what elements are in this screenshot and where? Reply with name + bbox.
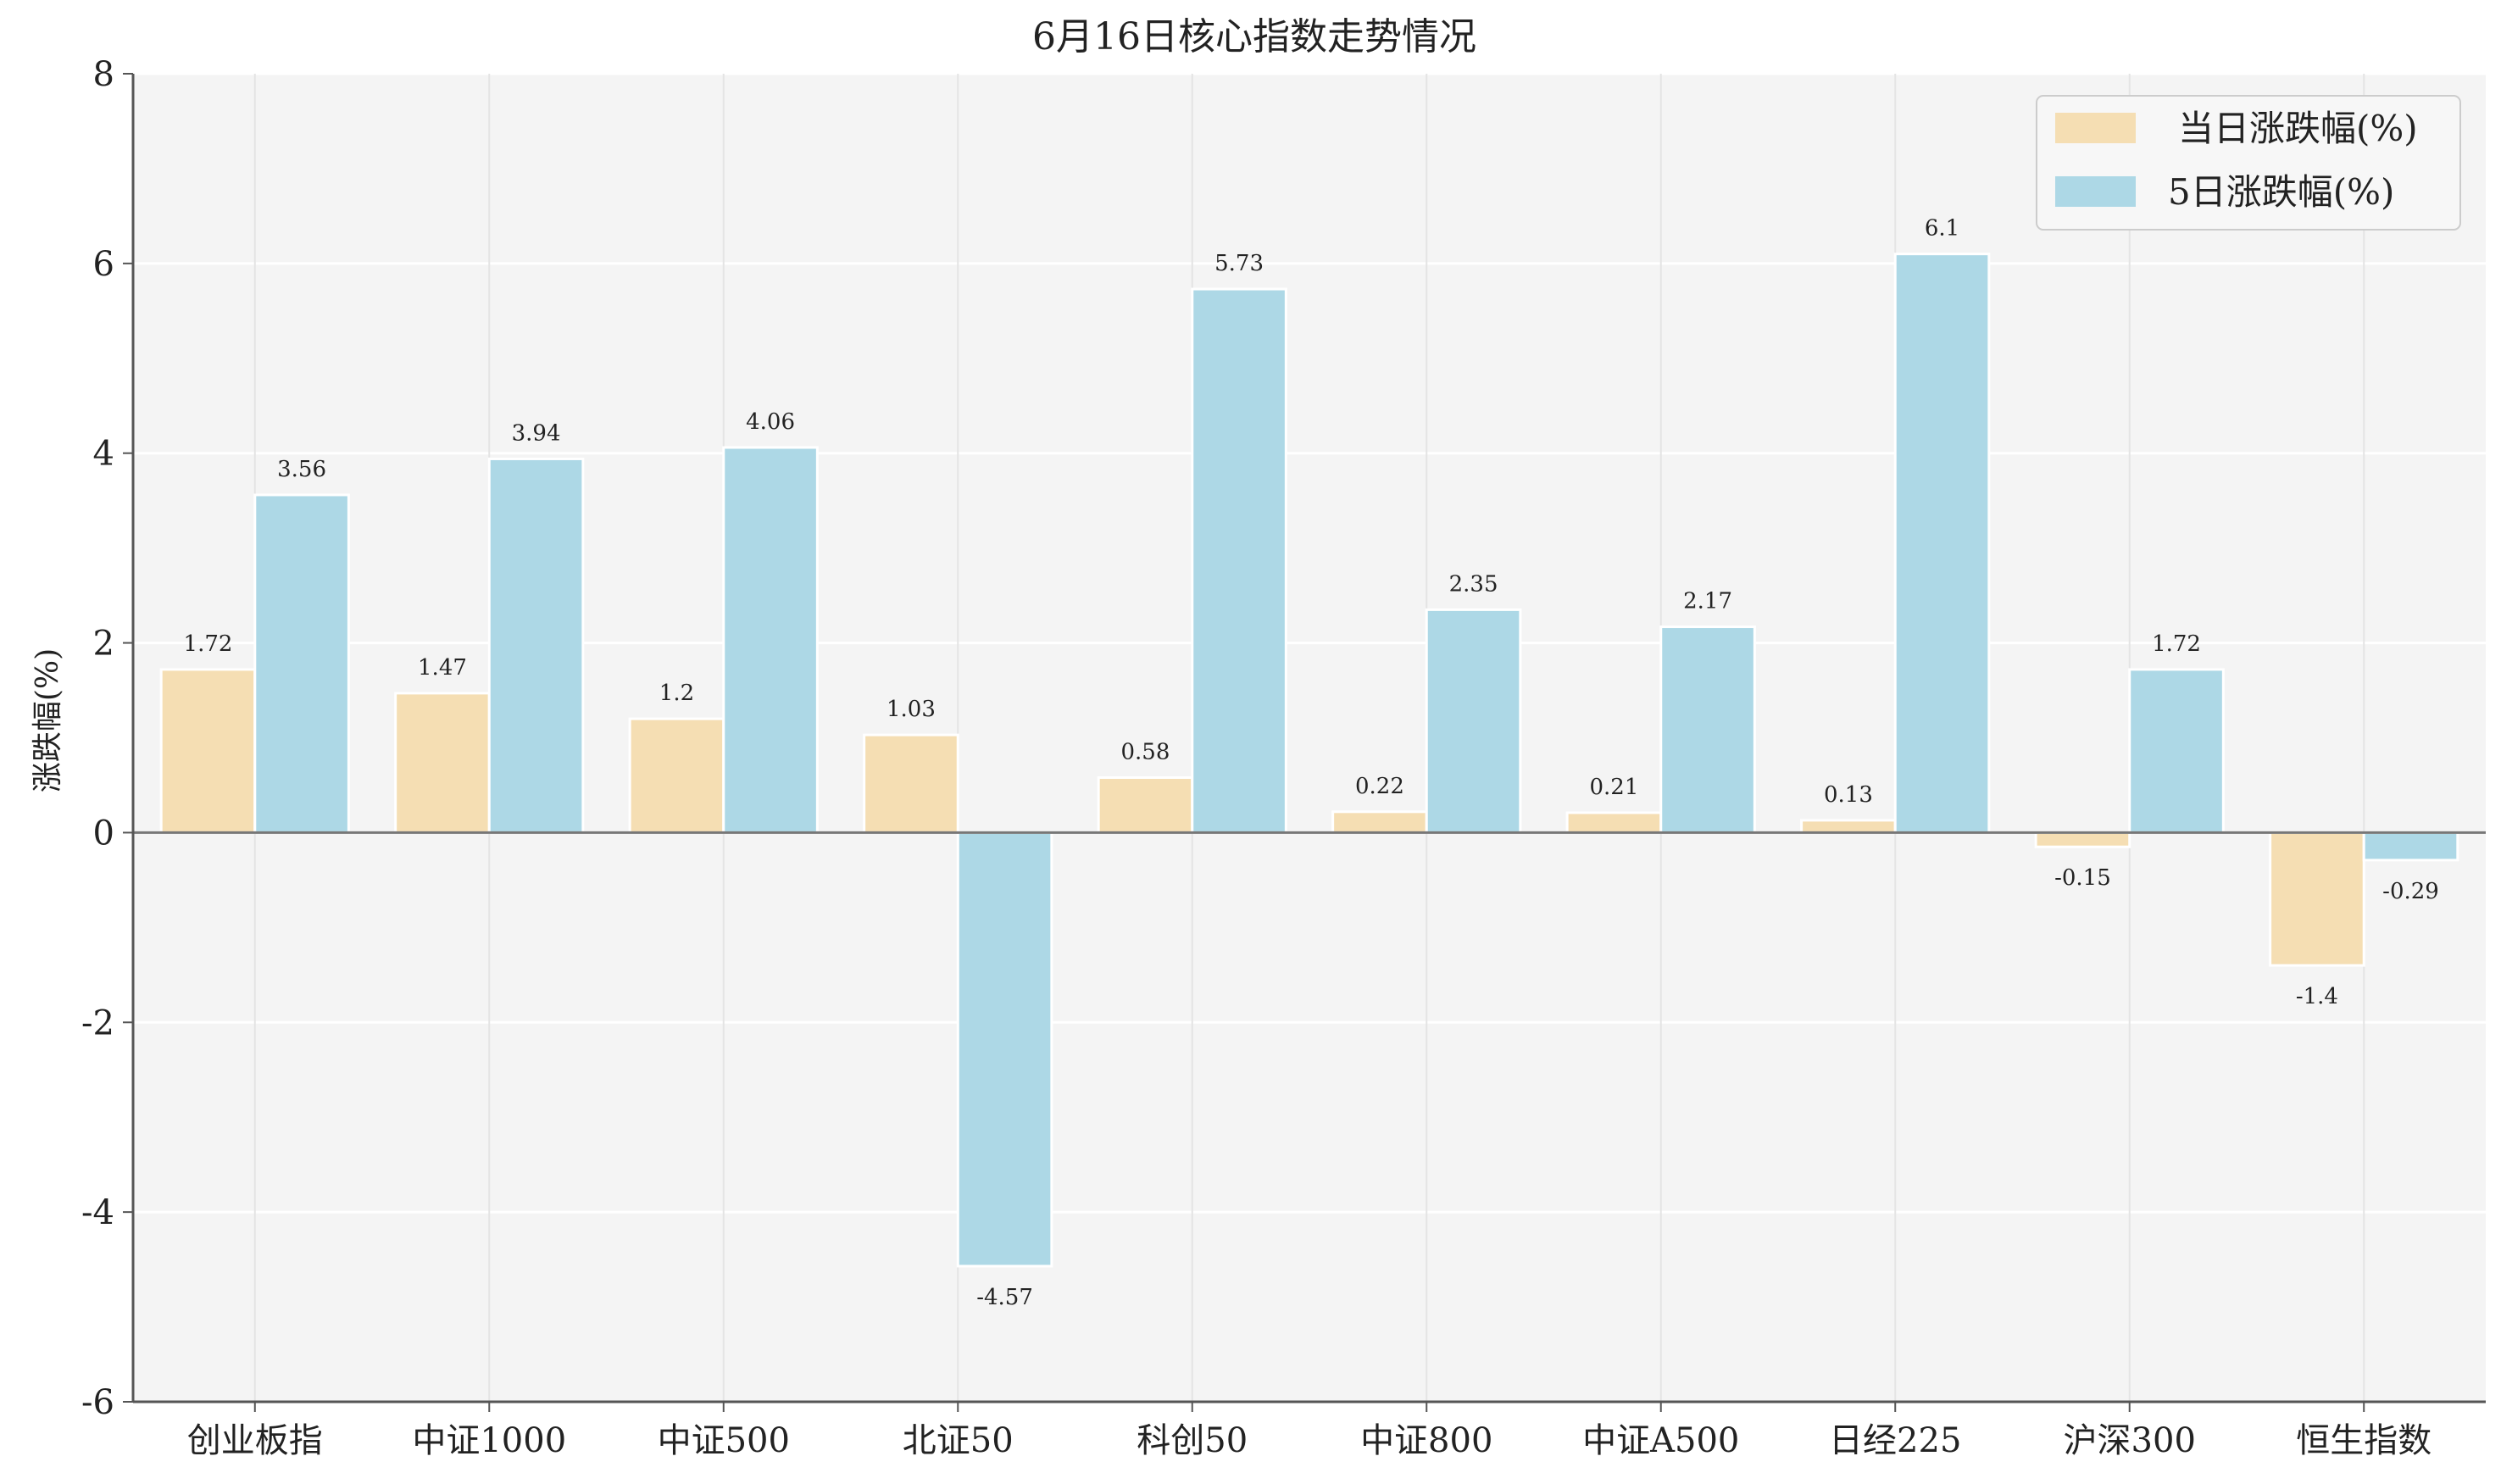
value-label: 1.72	[184, 631, 233, 657]
x-tick-label: 中证1000	[412, 1421, 566, 1460]
bar-daily	[394, 692, 491, 834]
bar-5day	[2362, 831, 2459, 862]
value-label: 0.13	[1824, 782, 1873, 808]
value-label: 5.73	[1214, 251, 1264, 276]
bar-daily	[1331, 810, 1428, 834]
y-tick-label: -4	[81, 1193, 114, 1232]
x-tick-label: 日经225	[1829, 1421, 1961, 1460]
x-tick-label: 恒生指数	[2296, 1421, 2432, 1460]
bar-daily	[2034, 831, 2131, 848]
y-tick-label: 4	[93, 435, 114, 474]
legend-swatch-daily	[2055, 113, 2136, 143]
y-axis-title: 涨跌幅(%)	[31, 648, 65, 792]
value-label: -0.29	[2382, 879, 2439, 904]
bar-5day	[1191, 287, 1287, 834]
value-label: 0.58	[1121, 740, 1170, 765]
bar-5day	[2128, 668, 2225, 834]
value-label: -1.4	[2296, 984, 2338, 1009]
bar-daily	[628, 717, 725, 834]
legend-label-daily: 当日涨跌幅(%)	[2178, 108, 2418, 149]
legend: 当日涨跌幅(%) 5日涨跌幅(%)	[2036, 95, 2461, 231]
y-tick-label: -6	[81, 1383, 114, 1422]
x-tick-label: 中证500	[658, 1421, 790, 1460]
x-tick-label: 北证50	[903, 1421, 1014, 1460]
bar-5day	[253, 493, 350, 834]
value-label: 1.2	[659, 681, 694, 706]
bar-5day	[1659, 625, 1756, 834]
bar-5day	[487, 457, 585, 834]
value-label: -0.15	[2054, 865, 2111, 891]
bar-daily	[1800, 819, 1897, 834]
y-tick-label: -2	[81, 1003, 114, 1042]
bar-5day	[722, 446, 819, 834]
y-tick-label: 0	[93, 814, 114, 853]
x-tick-label: 中证800	[1360, 1421, 1492, 1460]
value-label: 2.35	[1449, 571, 1498, 597]
value-label: 2.17	[1683, 589, 1732, 614]
value-label: 1.03	[886, 697, 936, 722]
bar-daily	[2269, 831, 2365, 967]
y-tick-label: 8	[93, 55, 114, 94]
bar-daily	[159, 668, 257, 834]
value-label: 3.94	[512, 420, 561, 446]
value-label: 3.56	[277, 457, 326, 482]
legend-swatch-5day	[2055, 176, 2136, 207]
bar-5day	[1425, 608, 1522, 834]
value-label: 4.06	[746, 409, 795, 435]
bar-daily	[863, 733, 959, 834]
bar-daily	[1565, 811, 1663, 834]
x-ticks: 创业板指 中证1000 中证500 北证50 科创50 中证800 中证A500 日经225 沪…	[187, 1402, 2432, 1460]
legend-label-5day: 5日涨跌幅(%)	[2168, 171, 2394, 213]
value-labels: 1.72 1.47 1.2 1.03 0.58 0.22 0.21 0.13 -0.15 -1.4…	[184, 216, 2439, 1310]
bar-daily	[1097, 776, 1194, 834]
x-tick-label: 中证A500	[1582, 1421, 1739, 1460]
value-label: -4.57	[976, 1285, 1033, 1310]
value-label: 1.72	[2152, 631, 2201, 657]
x-tick-label: 沪深300	[2064, 1421, 2196, 1460]
value-label: 1.47	[418, 655, 467, 681]
bar-5day	[956, 831, 1053, 1268]
x-tick-label: 科创50	[1137, 1421, 1248, 1460]
x-tick-label: 创业板指	[187, 1421, 323, 1460]
bar-5day	[1893, 253, 1991, 834]
value-label: 0.21	[1589, 775, 1638, 800]
value-label: 0.22	[1355, 774, 1404, 799]
y-ticks: 8 6 4 2 0 -2 -4 -6	[81, 55, 133, 1422]
bars	[159, 253, 2459, 1268]
y-tick-label: 6	[93, 245, 114, 284]
y-tick-label: 2	[93, 625, 114, 664]
chart-title: 6月16日核心指数走势情况	[1032, 15, 1476, 58]
value-label: 6.1	[1925, 216, 1959, 242]
legend-box	[2036, 95, 2461, 231]
